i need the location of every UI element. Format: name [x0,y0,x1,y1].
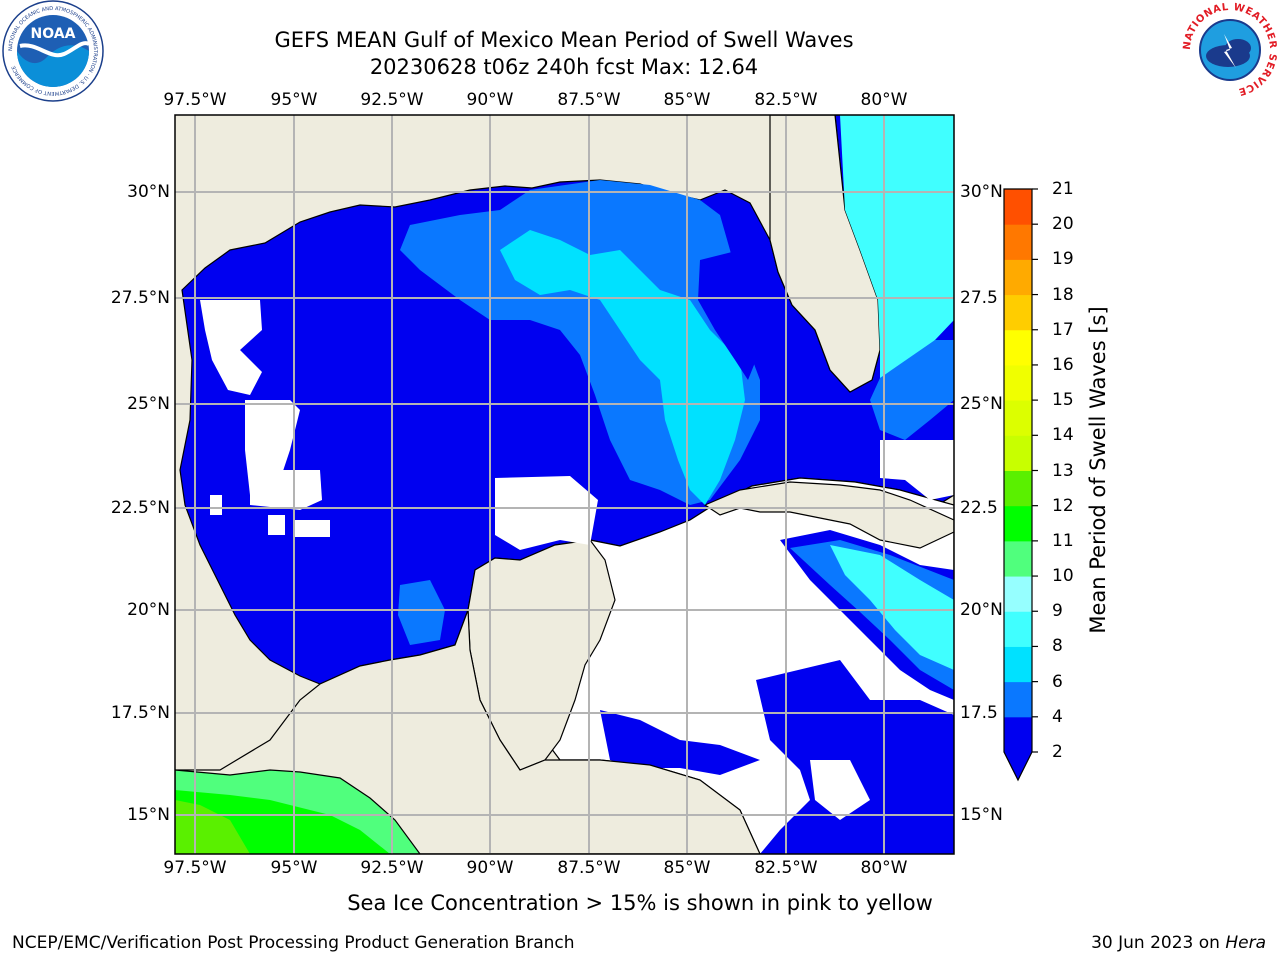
nws-logo: NATIONAL WEATHER SERVICE [1182,2,1278,98]
lon-tick-top: 95°W [270,90,318,110]
pacific-yellow-green [175,800,250,854]
colorbar-band [1004,294,1032,331]
footer-date-text: 30 Jun 2023 on [1091,933,1226,953]
colorbar-tick-label: 19 [1052,249,1074,270]
colorbar-band [1004,716,1032,753]
colorbar-tick-label: 4 [1052,706,1063,727]
caribbean-white-patch [810,760,870,820]
colorbar-tick-label: 13 [1052,460,1074,481]
colorbar-band [1004,364,1032,401]
noaa-logo: NOAA NATIONAL OCEANIC AND ATMOSPHERIC AD… [2,0,104,102]
colorbar-band [1004,259,1032,296]
no-data-patches [200,300,954,550]
colorbar-tick-label: 18 [1052,284,1074,305]
lon-tick-top: 97.5°W [163,90,227,110]
lon-tick-top: 82.5°W [754,90,818,110]
honduras-blue [600,710,760,775]
colorbar-band [1004,224,1032,260]
colorbar-tick-label: 17 [1052,319,1074,340]
colorbar-band [1004,681,1032,718]
graticule [175,115,954,854]
colorbar-band [1004,646,1032,683]
colorbar-band [1004,189,1032,225]
colorbar-band [1004,540,1032,577]
colorbar-tick-label: 11 [1052,530,1074,551]
lon-tick-top: 80°W [860,90,908,110]
svg-text:NOAA: NOAA [31,26,76,42]
cuba [703,481,954,549]
lon-tick-top: 87.5°W [557,90,621,110]
colorbar-tick-label: 10 [1052,566,1074,587]
caribbean-south-blue [756,660,954,854]
bay-of-campeche-mid [398,580,445,645]
colorbar-tick-label: 21 [1052,179,1074,199]
lon-tick-bottom: 97.5°W [163,858,227,878]
lat-tick-left: 25°N [127,394,170,414]
atlantic-blue [870,340,954,440]
map-frame [174,114,955,855]
lon-tick-top: 85°W [663,90,711,110]
colorbar-band [1004,505,1032,542]
colorbar-extend-triangle [1004,752,1032,780]
lat-tick-left: 30°N [127,182,170,202]
colorbar-band [1004,470,1032,507]
lat-tick-left: 15°N [127,805,170,825]
colorbar-tick-label: 6 [1052,671,1063,692]
caribbean-cyan [830,545,954,670]
gulf-blue-gap [698,250,760,380]
lat-tick-right: 15°N [960,805,1003,825]
colorbar-band [1004,400,1032,436]
gulf-of-mexico [179,115,954,685]
footer-credit: NCEP/EMC/Verification Post Processing Pr… [12,933,575,953]
colorbar-tick-label: 9 [1052,601,1063,622]
chart-title: GEFS MEAN Gulf of Mexico Mean Period of … [274,28,854,52]
lat-tick-right: 30°N [960,182,1003,202]
footer-date: 30 Jun 2023 on Hera [1091,933,1266,953]
atlantic-cyan [840,115,954,378]
lon-tick-top: 92.5°W [360,90,424,110]
lat-tick-right: 27.5 [960,288,998,308]
colorbar-tick-label: 14 [1052,425,1074,446]
lat-tick-right: 20°N [960,600,1003,620]
lon-tick-bottom: 80°W [860,858,908,878]
lat-tick-left: 22.5°N [110,498,170,518]
lat-tick-right: 22.5 [960,498,998,518]
colorbar-tick-label: 15 [1052,390,1074,411]
lat-tick-left: 17.5°N [110,703,170,723]
chart-subtitle: 20230628 t06z 240h fcst Max: 12.64 [369,55,759,79]
footer-host: Hera [1225,933,1266,953]
colorbar-tick-label: 20 [1052,214,1074,235]
lat-tick-left: 20°N [127,600,170,620]
lon-tick-top: 90°W [466,90,514,110]
lon-tick-bottom: 95°W [270,858,318,878]
lat-tick-right: 25°N [960,394,1003,414]
colorbar-band [1004,576,1032,612]
lon-tick-bottom: 82.5°W [754,858,818,878]
lon-tick-bottom: 92.5°W [360,858,424,878]
colorbar-band [1004,435,1032,471]
sea-ice-footnote: Sea Ice Concentration > 15% is shown in … [347,891,933,915]
lon-tick-bottom: 85°W [663,858,711,878]
colorbar-tick-label: 2 [1052,742,1063,762]
colorbar-band [1004,611,1032,647]
colorbar-band [1004,329,1032,366]
colorbar-tick-label: 16 [1052,354,1074,375]
lon-tick-bottom: 87.5°W [557,858,621,878]
florida-land [769,115,881,393]
lat-tick-right: 17.5 [960,703,998,723]
colorbar-tick-label: 12 [1052,495,1074,516]
lon-tick-bottom: 90°W [466,858,514,878]
colorbar-tick-label: 8 [1052,636,1063,657]
lat-tick-left: 27.5°N [110,288,170,308]
colorbar-title: Mean Period of Swell Waves [s] [1086,306,1110,634]
